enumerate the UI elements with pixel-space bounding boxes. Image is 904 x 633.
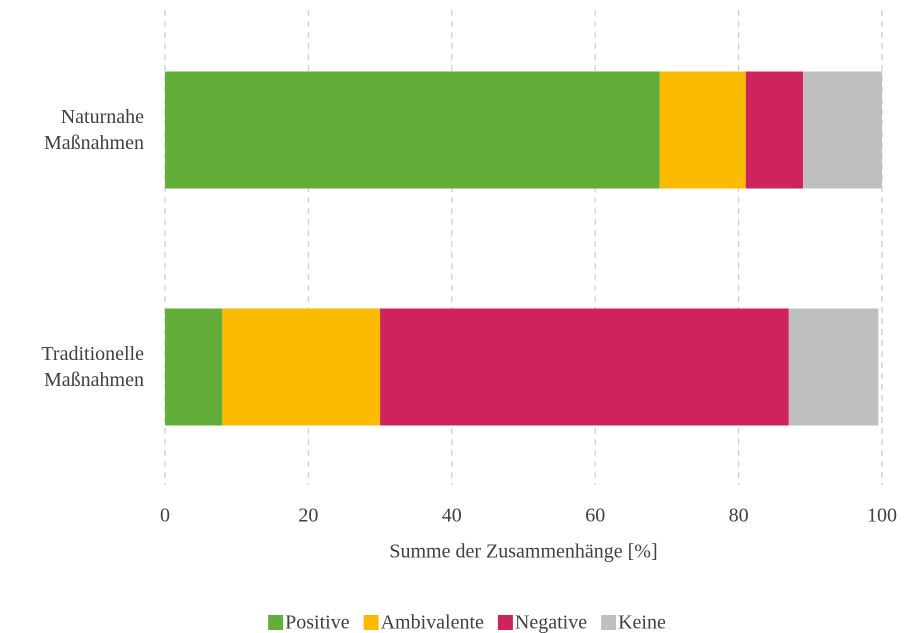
bar-segment xyxy=(803,71,882,189)
bar-segment xyxy=(222,308,381,426)
x-axis-title: Summe der Zusammenhänge [%] xyxy=(389,541,657,563)
x-tick-label: 60 xyxy=(585,505,605,527)
bar-segment xyxy=(165,71,660,189)
bar-segment xyxy=(380,308,789,426)
legend-label: Negative xyxy=(515,612,587,633)
legend-swatch xyxy=(601,615,617,630)
legend-label: Keine xyxy=(618,612,666,633)
bar-segment xyxy=(788,308,879,426)
x-tick-label: 80 xyxy=(729,505,749,527)
bar-segment xyxy=(165,308,223,426)
legend-swatch xyxy=(268,615,284,630)
legend-swatch xyxy=(497,615,513,630)
bar-segment xyxy=(659,71,746,189)
legend-swatch xyxy=(363,615,379,630)
x-tick-label: 100 xyxy=(867,505,897,527)
x-tick-label: 40 xyxy=(442,505,462,527)
legend-label: Ambivalente xyxy=(381,612,484,633)
bar-segment xyxy=(745,71,804,189)
x-tick-label: 20 xyxy=(298,505,318,527)
y-tick-label: Traditionelle Maßnahmen xyxy=(41,343,144,391)
y-tick-label: Naturnahe Maßnahmen xyxy=(44,106,144,154)
x-tick-label: 0 xyxy=(160,505,170,527)
legend-label: Positive xyxy=(285,612,350,633)
